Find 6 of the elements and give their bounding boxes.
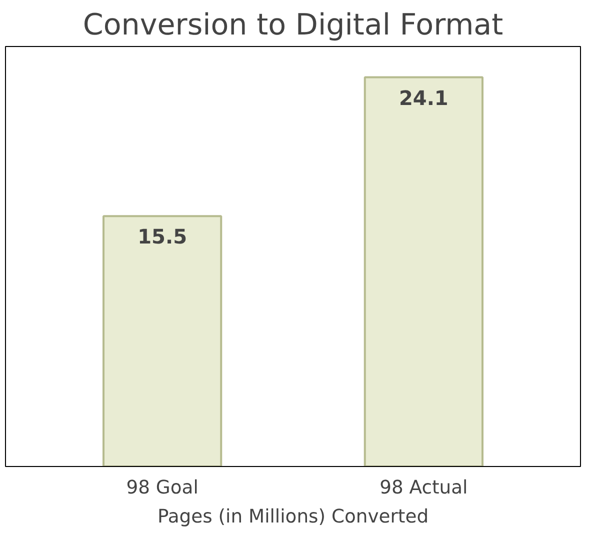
x-axis-title: Pages (in Millions) Converted bbox=[157, 506, 429, 528]
x-tick-label: 98 Actual bbox=[380, 478, 468, 498]
chart-title: Conversion to Digital Format bbox=[82, 8, 504, 42]
x-tick-label: 98 Goal bbox=[126, 478, 198, 498]
data-label: 24.1 bbox=[399, 86, 448, 110]
data-label: 15.5 bbox=[138, 224, 188, 249]
